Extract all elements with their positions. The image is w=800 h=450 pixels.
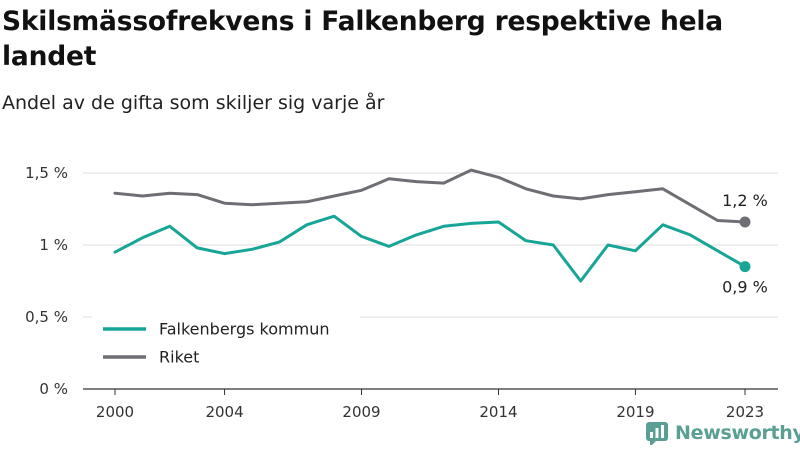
data-point	[333, 215, 336, 218]
y-tick-label: 1 %	[39, 236, 68, 254]
legend-background	[92, 313, 360, 373]
chart-title: Skilsmässofrekvens i Falkenberg respekti…	[2, 6, 723, 72]
axes: 0 % 0,5 % 1 % 1,5 % 2000 2004 2009 2014 2019 2023	[25, 164, 764, 421]
x-tick-label: 2009	[342, 403, 380, 421]
data-point	[114, 192, 117, 195]
data-point	[661, 187, 664, 190]
brand-name: Newsworthy	[675, 422, 800, 444]
data-point	[415, 180, 418, 183]
data-point	[497, 176, 500, 179]
y-tick-label: 0,5 %	[25, 308, 68, 326]
end-value-label: 1,2 %	[722, 191, 768, 210]
x-tick-label: 2023	[726, 403, 764, 421]
x-tick-label: 2014	[479, 403, 517, 421]
data-point	[470, 169, 473, 172]
data-point	[552, 195, 555, 198]
data-point	[278, 241, 281, 244]
data-point	[607, 193, 610, 196]
newsworthy-icon	[646, 422, 668, 445]
newsworthy-logo: Newsworthy	[645, 421, 800, 445]
data-point	[360, 189, 363, 192]
data-point	[223, 252, 226, 255]
data-point	[168, 225, 171, 228]
data-point	[579, 197, 582, 200]
data-point	[634, 190, 637, 193]
chart-subtitle: Andel av de gifta som skiljer sig varje …	[2, 92, 385, 114]
data-point	[223, 202, 226, 205]
x-tick-label: 2004	[205, 403, 243, 421]
y-tick-label: 0 %	[39, 380, 68, 398]
data-point	[196, 193, 199, 196]
data-labels: 0,9 % 1,2 %	[722, 191, 768, 297]
data-point	[442, 225, 445, 228]
data-point	[634, 249, 637, 252]
series-lines	[113, 168, 751, 283]
data-point	[114, 251, 117, 254]
data-point	[196, 246, 199, 249]
data-point	[360, 235, 363, 238]
data-point	[716, 249, 719, 252]
data-point	[305, 200, 308, 203]
data-point	[689, 233, 692, 236]
series-line-falkenbergs-kommun	[113, 214, 747, 283]
legend-label: Riket	[159, 348, 199, 367]
data-point	[607, 244, 610, 247]
data-point	[579, 280, 582, 283]
data-point	[250, 248, 253, 251]
data-point	[415, 233, 418, 236]
data-point	[141, 236, 144, 239]
data-point	[661, 223, 664, 226]
data-point	[552, 244, 555, 247]
x-tick-label: 2019	[616, 403, 654, 421]
data-point	[278, 202, 281, 205]
end-point-falkenbergs-kommun	[739, 261, 751, 273]
data-point	[524, 239, 527, 242]
data-point	[524, 187, 527, 190]
data-point	[497, 220, 500, 223]
end-point-riket	[739, 216, 751, 228]
end-value-label: 0,9 %	[722, 278, 768, 297]
y-tick-label: 1,5 %	[25, 164, 68, 182]
data-point	[333, 195, 336, 198]
data-point	[387, 177, 390, 180]
legend-label: Falkenbergs kommun	[159, 320, 329, 339]
x-tick-label: 2000	[96, 403, 134, 421]
data-point	[141, 195, 144, 198]
data-point	[689, 203, 692, 206]
data-point	[168, 192, 171, 195]
series-line-riket	[113, 168, 747, 224]
data-point	[716, 219, 719, 222]
data-point	[470, 222, 473, 225]
data-point	[387, 245, 390, 248]
data-point	[250, 203, 253, 206]
data-point	[442, 182, 445, 185]
data-point	[305, 223, 308, 226]
legend: Falkenbergs kommun Riket	[92, 313, 360, 373]
